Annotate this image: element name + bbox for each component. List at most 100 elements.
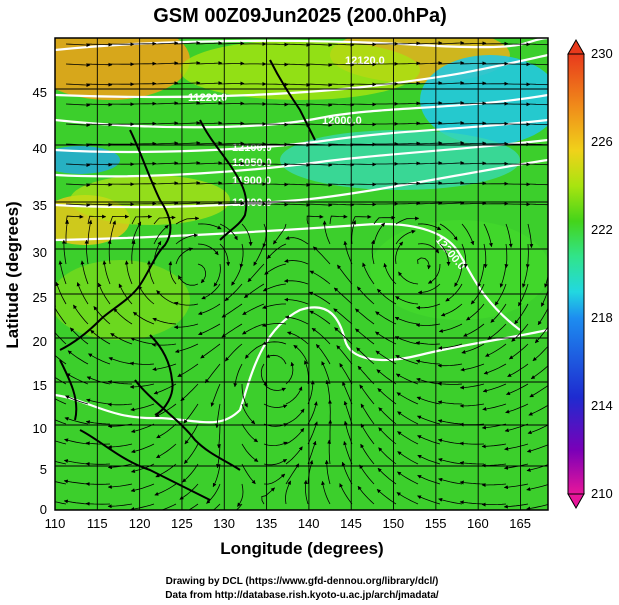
wind-arrow — [527, 223, 534, 249]
wind-arrow — [130, 403, 155, 412]
wind-arrow — [315, 344, 331, 365]
wind-arrow — [285, 236, 309, 245]
wind-arrow — [334, 327, 353, 345]
wind-arrow — [417, 257, 432, 270]
lat-lon-grid — [55, 38, 548, 510]
wind-arrow — [342, 381, 353, 405]
wind-arrow — [284, 297, 309, 305]
wind-arrow — [377, 467, 397, 485]
wind-arrow — [263, 62, 289, 67]
wind-arrow — [266, 243, 287, 259]
wind-arrow — [304, 360, 309, 385]
wind-arrow — [213, 263, 221, 287]
wind-arrow — [263, 441, 288, 447]
x-tick-label: 110 — [45, 516, 66, 531]
wind-arrow — [337, 264, 353, 285]
wind-arrow — [329, 202, 355, 207]
wind-arrow — [152, 317, 177, 325]
wind-arrow — [86, 398, 111, 405]
wind-arrow — [263, 182, 289, 187]
wind-arrow — [377, 388, 397, 405]
wind-arrow — [58, 260, 67, 285]
wind-arrow — [503, 503, 529, 509]
wind-arrow — [439, 160, 465, 165]
wind-arrow — [197, 81, 223, 86]
wind-arrow — [173, 323, 199, 330]
wind-arrow — [373, 215, 396, 225]
wind-arrow — [395, 141, 421, 146]
wind-arrow — [355, 308, 375, 325]
wind-arrow — [241, 223, 253, 247]
wind-arrow — [260, 363, 268, 386]
wind-arrow — [508, 343, 529, 360]
wind-arrow — [395, 181, 421, 186]
wind-arrow — [459, 460, 484, 465]
wind-arrow — [175, 100, 201, 105]
wind-arrow — [55, 331, 67, 345]
x-axis-label: Longitude (degrees) — [220, 539, 383, 558]
wind-arrow — [459, 500, 485, 505]
wind-arrow — [307, 163, 333, 168]
wind-arrow — [461, 121, 487, 126]
wind-arrow — [55, 303, 67, 325]
wind-arrow — [530, 365, 548, 380]
y-tick-label: 20 — [33, 334, 47, 349]
wind-arrow — [417, 41, 443, 46]
wind-arrow — [459, 403, 485, 408]
wind-arrow — [287, 331, 309, 345]
wind-arrow — [241, 443, 259, 462]
wind-arrow — [503, 483, 529, 490]
colorbar-tick-label: 218 — [591, 310, 613, 325]
wind-arrow — [263, 122, 289, 127]
wind-arrow — [360, 443, 375, 465]
wind-arrow — [154, 483, 177, 496]
wind-arrow — [461, 201, 487, 206]
wind-arrow — [93, 306, 111, 325]
plot-area: 12120.0 11220.0 12000.0 12100.0 12050.0 … — [55, 38, 548, 510]
wind-arrow — [306, 214, 324, 225]
wind-arrow — [378, 427, 397, 445]
wind-arrow — [132, 41, 157, 46]
wind-arrow — [175, 160, 201, 165]
wind-arrow — [307, 380, 315, 405]
wind-arrow — [63, 479, 89, 485]
wind-arrow — [241, 383, 248, 408]
wind-arrow — [65, 103, 91, 108]
wind-arrow — [461, 161, 487, 166]
wind-arrow — [527, 203, 548, 206]
wind-arrow — [285, 361, 295, 385]
wind-arrow — [153, 503, 177, 510]
wind-arrow — [67, 350, 89, 365]
wind-arrow — [107, 503, 133, 509]
wind-arrow — [439, 223, 458, 241]
wind-arrow — [466, 303, 485, 321]
wind-arrow — [356, 286, 375, 305]
wind-arrow — [504, 243, 509, 269]
wind-arrow — [131, 239, 136, 265]
wind-arrow — [439, 80, 465, 85]
wind-arrow — [477, 263, 485, 288]
wind-arrow — [224, 343, 243, 362]
wind-arrow — [395, 161, 421, 166]
colorbar: 210 214 218 222 226 230 — [567, 38, 613, 510]
wind-arrow — [439, 60, 465, 65]
wind-arrow — [324, 459, 331, 485]
wind-arrow — [130, 337, 155, 345]
wind-arrow — [109, 214, 129, 225]
colorbar-tick-label: 222 — [591, 222, 613, 237]
credit-data: Data from http://database.rish.kyoto-u.a… — [165, 590, 439, 601]
wind-arrow — [175, 216, 200, 225]
wind-arrow — [65, 123, 91, 128]
wind-arrow — [397, 431, 419, 445]
wind-arrow — [87, 82, 113, 87]
wind-arrow — [505, 403, 529, 414]
wind-arrow — [197, 243, 219, 256]
wind-arrow — [307, 401, 318, 425]
wind-arrow — [438, 477, 463, 485]
wind-arrow — [362, 262, 375, 285]
wind-arrow — [132, 61, 157, 66]
wind-arrow — [437, 381, 463, 386]
wind-arrow — [263, 142, 289, 147]
wind-arrow — [184, 423, 199, 445]
wind-arrow — [64, 438, 89, 445]
